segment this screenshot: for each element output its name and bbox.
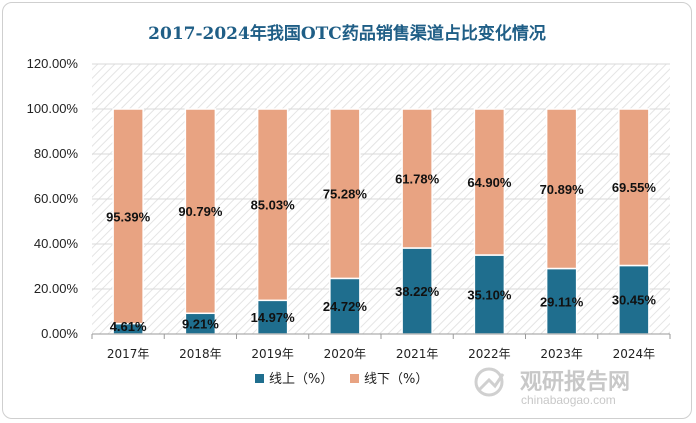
data-label-offline: 90.79%	[178, 204, 223, 219]
bar-online	[545, 267, 578, 335]
y-tick-label: 0.00%	[41, 326, 78, 341]
x-tick-label: 2018年	[179, 347, 222, 361]
legend-swatch-online	[255, 374, 264, 383]
data-label-offline: 61.78%	[395, 172, 440, 187]
data-label-offline: 75.28%	[323, 187, 368, 202]
data-label-online: 9.21%	[182, 317, 219, 332]
data-label-online: 30.45%	[612, 293, 657, 308]
data-label-offline: 64.90%	[467, 175, 512, 190]
x-tick-label: 2023年	[540, 347, 583, 361]
y-tick-label: 60.00%	[34, 191, 79, 206]
y-tick-label: 100.00%	[27, 101, 79, 116]
x-tick-label: 2019年	[251, 347, 294, 361]
data-label-online: 4.61%	[110, 319, 147, 334]
y-tick-label: 120.00%	[27, 56, 79, 71]
watermark: 观研报告网 chinabaogao.com	[474, 367, 630, 407]
watermark-cn: 观研报告网	[520, 370, 630, 395]
bar-offline	[329, 108, 361, 280]
data-label-online: 24.72%	[323, 299, 368, 314]
y-tick-label: 20.00%	[34, 281, 79, 296]
data-label-offline: 95.39%	[106, 209, 151, 224]
x-tick-label: 2020年	[324, 347, 367, 361]
x-tick-label: 2017年	[107, 347, 150, 361]
bar-offline	[256, 108, 289, 302]
x-tick-label: 2022年	[468, 347, 511, 361]
legend-label-online: 线上（%）	[269, 372, 333, 387]
data-label-online: 38.22%	[395, 284, 440, 299]
data-label-offline: 70.89%	[540, 182, 585, 197]
data-label-online: 35.10%	[467, 288, 512, 303]
watermark-logo-icon	[474, 367, 505, 397]
legend-swatch-offline	[350, 374, 359, 383]
data-label-online: 29.11%	[540, 294, 584, 309]
bar-offline	[401, 108, 433, 249]
bar-offline	[112, 108, 144, 325]
legend-label-offline: 线下（%）	[364, 372, 428, 387]
data-label-offline: 85.03%	[251, 198, 296, 213]
chart-title: 2017-2024年我国OTC药品销售渠道占比变化情况	[148, 24, 546, 44]
data-label-online: 14.97%	[251, 310, 296, 325]
y-tick-label: 40.00%	[34, 236, 79, 251]
data-label-offline: 69.55%	[612, 180, 657, 195]
bar-offline	[618, 108, 650, 267]
watermark-en: chinabaogao.com	[521, 393, 616, 407]
x-tick-label: 2021年	[396, 347, 439, 361]
y-tick-label: 80.00%	[34, 146, 79, 161]
bar-offline	[473, 108, 506, 256]
x-tick-label: 2024年	[613, 347, 656, 361]
bar-online	[618, 264, 650, 335]
bar-offline	[184, 108, 217, 315]
bar-offline	[545, 108, 578, 270]
bar-online	[256, 299, 289, 335]
